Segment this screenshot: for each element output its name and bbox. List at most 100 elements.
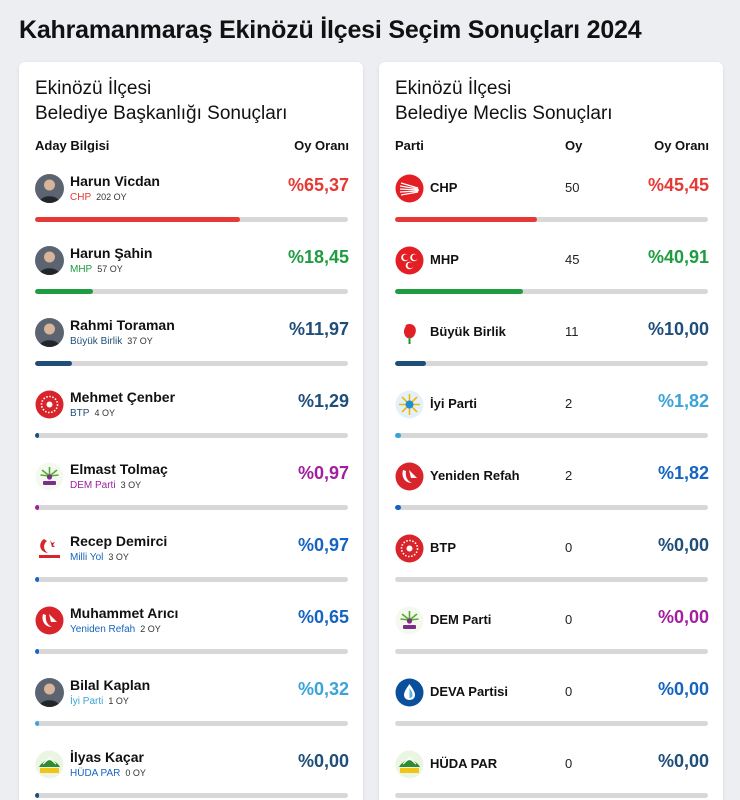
council-card-title: Ekinözü İlçesi Belediye Meclis Sonuçları <box>395 76 613 126</box>
vote-share-fill <box>35 505 39 510</box>
btp-logo-icon <box>35 390 64 419</box>
vote-share-bar <box>395 649 708 654</box>
candidate-percent: %0,32 <box>297 679 349 699</box>
party-name: DEM Parti <box>430 612 492 627</box>
vote-share-bar <box>395 505 708 510</box>
candidate-party: Milli Yol <box>70 552 104 563</box>
party-votes: 45 <box>565 252 580 267</box>
bbp-logo-icon <box>395 318 424 347</box>
vote-share-fill <box>395 217 538 222</box>
candidate-row: Muhammet Arıcı Yeniden Refah 2 OY %0,65 <box>19 597 363 669</box>
vote-share-fill <box>395 433 401 438</box>
candidate-percent: %65,37 <box>287 175 349 195</box>
party-row: MHP 45 %40,91 <box>379 237 723 309</box>
candidate-votes: 37 OY <box>127 336 153 346</box>
party-name: HÜDA PAR <box>430 756 498 771</box>
dem-logo-icon <box>395 606 424 635</box>
vote-share-bar <box>395 793 708 798</box>
party-row: DEVA Partisi 0 %0,00 <box>379 669 723 741</box>
candidate-photo <box>35 678 64 707</box>
candidate-party: MHP <box>70 264 93 275</box>
party-percent: %0,00 <box>657 751 709 771</box>
col-header-votes: Oy <box>565 138 583 153</box>
deva-logo-icon <box>395 678 424 707</box>
party-votes: 0 <box>565 756 573 771</box>
col-header-candidate: Aday Bilgisi <box>35 138 110 153</box>
col-header-party: Parti <box>395 138 424 153</box>
vote-share-fill <box>35 577 39 582</box>
mayor-results-card: Ekinözü İlçesi Belediye Başkanlığı Sonuç… <box>19 62 363 800</box>
iyi-parti-logo-icon <box>395 390 424 419</box>
col-header-rate: Oy Oranı <box>654 138 709 153</box>
party-percent: %10,00 <box>647 319 709 339</box>
party-votes: 50 <box>565 180 580 195</box>
yeniden-refah-logo-icon <box>35 606 64 635</box>
btp-logo-icon <box>395 534 424 563</box>
council-title-line1: Ekinözü İlçesi <box>395 78 512 99</box>
vote-share-fill <box>395 289 524 294</box>
vote-share-bar <box>395 577 708 582</box>
vote-share-fill <box>35 289 93 294</box>
candidate-name: İlyas Kaçar <box>70 749 144 765</box>
candidate-name: Rahmi Toraman <box>70 317 175 333</box>
mhp-logo-icon <box>395 246 424 275</box>
party-row: DEM Parti 0 %0,00 <box>379 597 723 669</box>
party-votes: 11 <box>565 324 579 339</box>
party-name: DEVA Partisi <box>430 684 509 699</box>
dem-logo-icon <box>35 462 64 491</box>
party-row: Büyük Birlik 11 %10,00 <box>379 309 723 381</box>
vote-share-fill <box>35 217 240 222</box>
candidate-name: Mehmet Çenber <box>70 389 176 405</box>
candidate-row: Recep Demirci Milli Yol 3 OY %0,97 <box>19 525 363 597</box>
candidate-name: Harun Şahin <box>70 245 153 261</box>
mayor-title-line2: Belediye Başkanlığı Sonuçları <box>35 103 288 124</box>
candidate-party-line: Büyük Birlik 37 OY <box>70 336 153 347</box>
party-row: BTP 0 %0,00 <box>379 525 723 597</box>
party-percent: %40,91 <box>647 247 709 267</box>
candidate-votes: 4 OY <box>94 408 115 418</box>
party-percent: %45,45 <box>647 175 709 195</box>
party-percent: %0,00 <box>657 535 709 555</box>
chp-logo-icon <box>395 174 424 203</box>
candidate-row: Harun Şahin MHP 57 OY %18,45 <box>19 237 363 309</box>
candidate-votes: 202 OY <box>96 192 127 202</box>
vote-share-bar <box>35 217 348 222</box>
candidate-votes: 3 OY <box>120 480 142 490</box>
candidate-party-line: BTP 4 OY <box>70 408 115 419</box>
party-percent: %1,82 <box>657 463 709 483</box>
candidate-photo <box>35 246 64 275</box>
party-row: HÜDA PAR 0 %0,00 <box>379 741 723 800</box>
vote-share-fill <box>395 361 427 366</box>
vote-share-fill <box>35 361 73 366</box>
party-votes: 0 <box>565 540 573 555</box>
mayor-title-line1: Ekinözü İlçesi <box>35 78 152 99</box>
party-percent: %0,00 <box>657 607 709 627</box>
candidate-row: Harun Vicdan CHP 202 OY %65,37 <box>19 165 363 237</box>
candidate-percent: %18,45 <box>287 247 349 267</box>
party-votes: 0 <box>565 612 573 627</box>
candidate-votes: 1 OY <box>108 696 129 706</box>
candidate-name: Bilal Kaplan <box>70 677 151 693</box>
candidate-row: Mehmet Çenber BTP 4 OY %1,29 <box>19 381 363 453</box>
candidate-row: Elmast Tolmaç DEM Parti 3 OY %0,97 <box>19 453 363 525</box>
party-row: Yeniden Refah 2 %1,82 <box>379 453 723 525</box>
col-header-rate: Oy Oranı <box>294 138 349 153</box>
candidate-photo <box>35 318 64 347</box>
vote-share-bar <box>35 433 348 438</box>
council-results-card: Ekinözü İlçesi Belediye Meclis Sonuçları… <box>379 62 723 800</box>
vote-share-bar <box>395 433 708 438</box>
candidate-party: HÜDA PAR <box>70 768 121 779</box>
vote-share-fill <box>395 505 401 510</box>
party-row: CHP 50 %45,45 <box>379 165 723 237</box>
candidate-percent: %0,97 <box>297 463 349 483</box>
huda-par-logo-icon <box>35 750 64 779</box>
vote-share-bar <box>395 361 708 366</box>
candidate-percent: %1,29 <box>297 391 349 411</box>
candidate-party: DEM Parti <box>70 480 116 491</box>
candidate-votes: 0 OY <box>125 768 146 778</box>
candidate-party: CHP <box>70 192 92 203</box>
candidate-party: İyi Parti <box>70 696 104 707</box>
candidate-party-line: MHP 57 OY <box>70 264 123 275</box>
party-name: CHP <box>430 180 458 195</box>
party-name: Büyük Birlik <box>430 324 506 339</box>
